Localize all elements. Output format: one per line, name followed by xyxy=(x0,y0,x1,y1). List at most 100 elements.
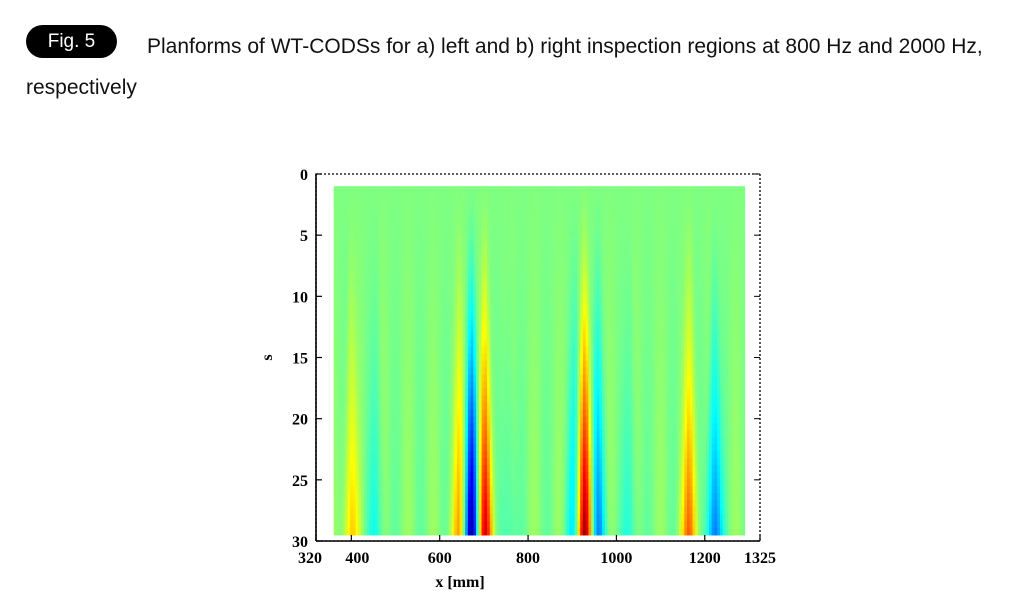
heatmap-cell xyxy=(550,186,554,194)
heatmap-cell xyxy=(563,311,568,320)
heatmap-cell xyxy=(495,276,499,285)
heatmap-cell xyxy=(336,214,340,222)
heatmap-cell xyxy=(736,248,740,257)
heatmap-cell xyxy=(569,242,573,250)
heatmap-cell xyxy=(563,374,568,383)
heatmap-cell xyxy=(719,221,724,229)
heatmap-cell xyxy=(632,388,636,397)
heatmap-cell xyxy=(495,248,499,257)
heatmap-cell xyxy=(355,235,359,243)
heatmap-cell xyxy=(695,207,699,215)
heatmap-cell xyxy=(385,339,390,348)
heatmap-cell xyxy=(503,353,507,362)
heatmap-cell xyxy=(541,297,546,306)
heatmap-cell xyxy=(454,235,458,243)
heatmap-cell xyxy=(703,297,707,306)
heatmap-cell xyxy=(610,207,614,215)
heatmap-cell xyxy=(358,325,362,334)
heatmap-cell xyxy=(607,228,611,236)
heatmap-cell xyxy=(344,283,348,292)
heatmap-cell xyxy=(544,367,548,376)
heatmap-cell xyxy=(585,221,590,229)
heatmap-cell xyxy=(700,262,705,271)
heatmap-cell xyxy=(602,353,606,362)
heatmap-cell xyxy=(445,381,450,390)
heatmap-cell xyxy=(536,346,540,355)
heatmap-cell xyxy=(563,207,568,215)
heatmap-cell xyxy=(380,200,384,208)
heatmap-cell xyxy=(602,388,606,397)
heatmap-cell xyxy=(640,235,644,243)
heatmap-cell xyxy=(673,325,677,334)
heatmap-cell xyxy=(350,311,354,320)
heatmap-cell xyxy=(352,332,357,341)
heatmap-cell xyxy=(678,388,683,397)
heatmap-cell xyxy=(566,235,570,243)
heatmap-cell xyxy=(517,290,521,299)
heatmap-cell xyxy=(621,200,625,208)
heatmap-cell xyxy=(673,304,677,313)
heatmap-cell xyxy=(711,332,716,341)
heatmap-cell xyxy=(662,402,666,410)
heatmap-cell xyxy=(621,276,625,285)
heatmap-cell xyxy=(725,221,729,229)
heatmap-cell xyxy=(626,297,631,306)
heatmap-cell xyxy=(550,242,554,250)
heatmap-cell xyxy=(719,207,724,215)
heatmap-cell xyxy=(574,255,579,264)
heatmap-cell xyxy=(525,360,529,369)
heatmap-cell xyxy=(626,409,631,417)
heatmap-cell xyxy=(437,311,442,320)
heatmap-cell xyxy=(341,193,346,201)
heatmap-cell xyxy=(445,318,450,327)
heatmap-cell xyxy=(665,242,669,250)
heatmap-cell xyxy=(610,297,614,306)
heatmap-cell xyxy=(596,388,600,397)
heatmap-cell xyxy=(396,242,401,250)
heatmap-cell xyxy=(700,360,705,369)
heatmap-cell xyxy=(728,360,732,369)
heatmap-cell xyxy=(459,367,464,376)
heatmap-cell xyxy=(440,304,444,313)
heatmap-cell xyxy=(593,255,598,264)
heatmap-cell xyxy=(336,297,340,306)
heatmap-cell xyxy=(341,200,346,208)
heatmap-cell xyxy=(550,221,554,229)
heatmap-cell xyxy=(580,235,584,243)
heatmap-cell xyxy=(719,297,724,306)
heatmap-cell xyxy=(374,276,379,285)
heatmap-cell xyxy=(667,395,672,403)
heatmap-cell xyxy=(739,325,743,334)
heatmap-cell xyxy=(577,332,581,341)
heatmap-cell xyxy=(413,269,417,278)
heatmap-cell xyxy=(440,388,444,397)
heatmap-cell xyxy=(676,262,680,271)
heatmap-cell xyxy=(550,248,554,257)
heatmap-cell xyxy=(736,332,740,341)
heatmap-cell xyxy=(561,221,565,229)
heatmap-cell xyxy=(372,207,376,215)
heatmap-cell xyxy=(522,269,527,278)
heatmap-cell xyxy=(374,311,379,320)
heatmap-cell xyxy=(347,248,351,257)
heatmap-cell xyxy=(700,207,705,215)
heatmap-cell xyxy=(495,360,499,369)
heatmap-cell xyxy=(555,353,559,362)
heatmap-cell xyxy=(640,297,644,306)
heatmap-cell xyxy=(539,402,543,410)
heatmap-cell xyxy=(336,262,340,271)
heatmap-cell xyxy=(418,332,422,341)
heatmap-cell xyxy=(607,381,611,390)
heatmap-cell xyxy=(454,318,458,327)
heatmap-cell xyxy=(637,339,642,348)
heatmap-cell xyxy=(448,255,453,264)
heatmap-cell xyxy=(719,200,724,208)
heatmap-cell xyxy=(358,416,362,424)
heatmap-cell xyxy=(350,221,354,229)
heatmap-cell xyxy=(561,367,565,376)
heatmap-cell xyxy=(552,228,557,236)
heatmap-cell xyxy=(503,304,507,313)
heatmap-cell xyxy=(445,221,450,229)
heatmap-cell xyxy=(662,332,666,341)
heatmap-cell xyxy=(684,269,688,278)
